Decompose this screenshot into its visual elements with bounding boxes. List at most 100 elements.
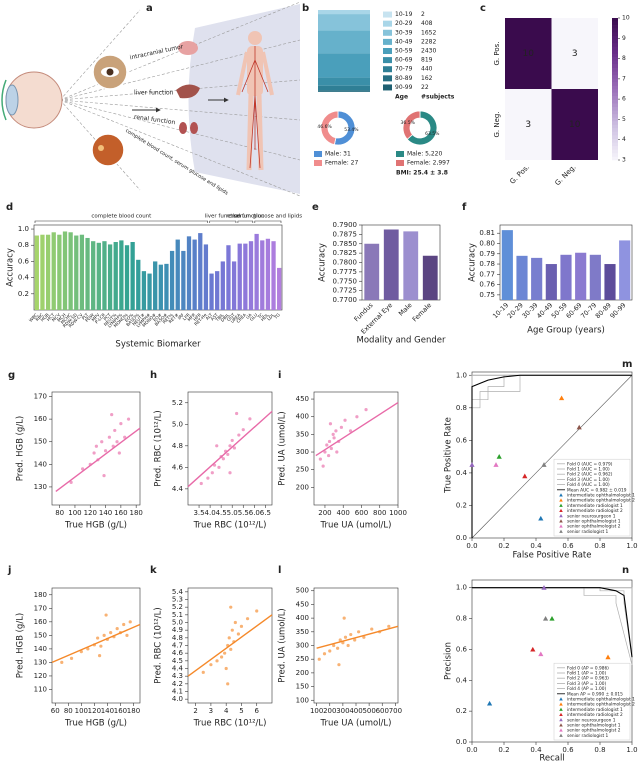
panel-label: i	[278, 370, 281, 381]
x-tick-label: 140	[99, 509, 112, 517]
plot-frame	[33, 224, 283, 311]
x-tick-label: 0.0	[466, 746, 477, 754]
y-tick-label: 0.77	[479, 270, 495, 278]
scatter-point	[334, 429, 338, 433]
y-tick-label: 0.6	[456, 645, 468, 653]
x-tick-label: HCT	[46, 312, 57, 323]
y-tick-label: 0.2	[456, 707, 467, 715]
scatter-point	[355, 415, 359, 419]
y-tick-label: 0.6	[456, 436, 468, 444]
panel-label: f	[462, 202, 467, 213]
y-tick-label: 140	[34, 645, 47, 653]
legend-marker	[559, 707, 563, 711]
bar	[560, 254, 572, 300]
illustration: a intracranial tumor liver function rena…	[1, 1, 301, 197]
age-label: 80-89	[395, 75, 413, 82]
legend-label: Mean AP = 0.990 ± 0.015	[567, 691, 623, 697]
x-tick-label: HDL	[260, 312, 271, 323]
legend-marker	[559, 514, 563, 518]
scatter-point	[338, 638, 342, 642]
donut-slice	[320, 110, 339, 146]
annotation: renal function	[134, 114, 176, 127]
age-label: 10-19	[395, 11, 413, 18]
count-label: 440	[421, 66, 433, 73]
fit-line	[187, 614, 273, 677]
scatter-point	[230, 438, 234, 443]
bar	[277, 267, 282, 310]
colorbar-step	[612, 124, 618, 129]
x-tick-label: WBC	[28, 312, 39, 323]
y-tick-label: 1.0	[456, 371, 467, 379]
scatter-point	[210, 471, 214, 475]
scatter-point	[100, 440, 104, 444]
y-tick-label: 300	[296, 642, 309, 650]
colorbar-label: 8	[622, 55, 626, 62]
bar	[226, 245, 231, 310]
value-label: 46.6%	[317, 124, 332, 130]
panel-label: j	[7, 565, 11, 576]
scatter-point	[230, 628, 234, 632]
scatter-point	[370, 627, 374, 631]
age-label: 30-39	[395, 29, 413, 36]
colorbar-step	[612, 96, 618, 100]
bar	[169, 250, 175, 310]
y-tick-label: 0.4	[18, 274, 30, 282]
scatter-point	[226, 452, 230, 457]
legend-box	[553, 458, 631, 537]
y-tick-label: 4.7	[172, 642, 183, 650]
legend-marker	[559, 702, 563, 706]
legend-swatch	[383, 57, 392, 64]
x-tick-label: 140	[101, 707, 114, 715]
y-tick-label: 0.7875	[333, 230, 358, 238]
x-tick-label: 1.0	[626, 746, 637, 754]
x-tick-label: 1000	[389, 509, 407, 517]
kidney-icon	[179, 122, 187, 134]
colorbar-step	[612, 28, 618, 33]
y-tick-label: 0.0	[456, 534, 467, 542]
scatter-point	[317, 657, 321, 661]
y-tick-label: 350	[296, 628, 309, 636]
bar	[62, 231, 68, 310]
x-tick-label: 400	[337, 509, 350, 517]
scatter-point	[99, 644, 103, 648]
group-bracket	[254, 220, 282, 223]
colorbar-step	[612, 18, 618, 22]
x-tick-label: 180	[129, 509, 142, 517]
scatter-point	[92, 451, 96, 455]
y-tick-label: 4.9	[172, 626, 183, 634]
bar	[57, 234, 62, 310]
x-tick-label: 1.0	[626, 542, 637, 550]
brain-icon	[178, 41, 198, 55]
y-tick-label: 110	[34, 685, 47, 693]
scatter-point	[215, 444, 219, 448]
colorbar-step	[612, 117, 618, 122]
y-tick-label: 160	[34, 415, 47, 423]
scatter-point	[126, 417, 131, 421]
x-tick-label: Male	[397, 301, 414, 318]
x-tick-label: PCT	[103, 312, 113, 322]
y-tick-label: 4.1	[172, 688, 183, 696]
x-tick-label: 0.0	[466, 542, 477, 550]
bar	[186, 236, 192, 310]
bar	[68, 232, 73, 310]
y-tick-label: 1.0	[18, 225, 29, 233]
y-tick-label: 450	[296, 600, 309, 608]
y-tick-label: 5.4	[172, 588, 184, 596]
legend-swatch	[383, 66, 392, 73]
column-label: G. Pos.	[508, 163, 531, 186]
reader-point	[493, 462, 499, 467]
legend-label: Fold 2 (AP = 0.963)	[567, 676, 609, 682]
group-label: serum glucose and lipids	[234, 214, 303, 220]
group-label: liver function	[205, 214, 242, 220]
stack-segment	[318, 30, 370, 54]
x-tick-label: PDW	[84, 312, 96, 324]
scatter-point	[206, 476, 210, 480]
group-bracket	[34, 220, 209, 223]
x-tick-label: AST	[210, 312, 220, 322]
x-tick-label: 6.0	[249, 509, 260, 517]
stack-segment	[318, 53, 370, 78]
scatter-point	[223, 651, 227, 655]
y-tick-label: 4.8	[172, 442, 183, 450]
scatter-point	[362, 635, 366, 639]
y-tick-label: 0.7700	[333, 296, 358, 304]
